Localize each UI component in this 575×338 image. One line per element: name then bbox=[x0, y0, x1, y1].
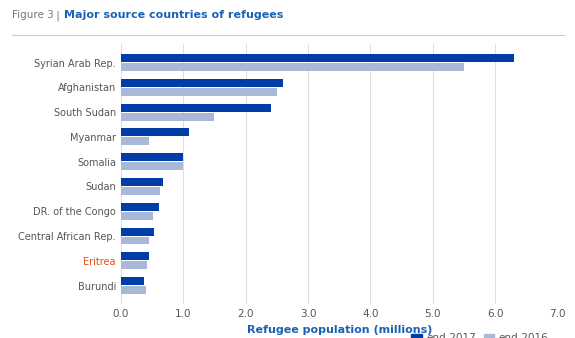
Bar bbox=[121, 63, 464, 71]
Bar bbox=[121, 252, 150, 260]
Bar bbox=[121, 128, 189, 137]
Bar bbox=[121, 162, 183, 170]
Bar bbox=[121, 137, 149, 145]
Bar bbox=[121, 104, 271, 112]
Legend: end-2017, end-2016: end-2017, end-2016 bbox=[407, 329, 553, 338]
Bar bbox=[121, 88, 277, 96]
Bar bbox=[121, 286, 145, 294]
Bar bbox=[121, 237, 150, 244]
Bar bbox=[121, 203, 159, 211]
Bar bbox=[121, 227, 155, 236]
Bar bbox=[121, 187, 160, 195]
Bar bbox=[121, 277, 144, 285]
Bar bbox=[121, 212, 153, 220]
Bar bbox=[121, 79, 283, 87]
X-axis label: Refugee population (millions): Refugee population (millions) bbox=[247, 324, 432, 335]
Bar bbox=[121, 113, 214, 121]
Text: Figure 3: Figure 3 bbox=[12, 10, 53, 20]
Text: Major source countries of refugees: Major source countries of refugees bbox=[64, 10, 283, 20]
Bar bbox=[121, 54, 514, 62]
Bar bbox=[121, 178, 163, 186]
Bar bbox=[121, 261, 147, 269]
Text: |: | bbox=[53, 10, 64, 21]
Bar bbox=[121, 153, 183, 161]
